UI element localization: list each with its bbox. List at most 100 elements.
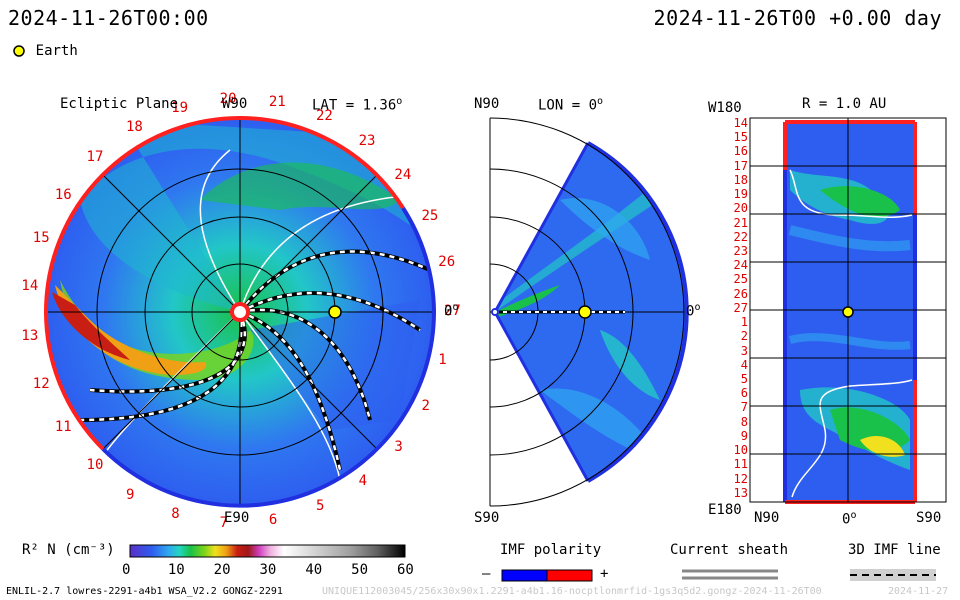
carrington-number: 24 xyxy=(394,166,412,183)
colorbar-label: R² N (cm⁻³) xyxy=(22,542,115,558)
meridional-lon-label: LON = 0o xyxy=(538,96,604,114)
radial-row-label: 5 xyxy=(740,372,748,386)
carrington-number: 1 xyxy=(438,351,447,368)
radial-row-label: 21 xyxy=(733,215,748,230)
imf-plus-label: + xyxy=(600,566,609,582)
ecliptic-plane-plot xyxy=(43,116,437,508)
meridional-right-label: 0o xyxy=(686,302,701,320)
radial-row-label: 19 xyxy=(733,187,748,202)
radial-row-label: 16 xyxy=(733,144,748,159)
radial-row-label: 6 xyxy=(740,386,748,401)
datetime-right: 2024-11-26T00 +0.00 day xyxy=(653,6,942,30)
colorbar-tick: 20 xyxy=(213,562,231,578)
date-stamp: 2024-11-27 xyxy=(888,586,949,597)
model-info: ENLIL-2.7 lowres-2291-a4b1 WSA_V2.2 GONG… xyxy=(6,586,283,597)
radial-row-label: 27 xyxy=(733,300,748,315)
colorbar-tick: 0 xyxy=(122,562,131,578)
ecliptic-positive-polarity-arc xyxy=(43,116,241,451)
radial-map-plot xyxy=(749,117,947,504)
radial-row-label: 25 xyxy=(733,272,748,287)
radial-axis-s90: S90 xyxy=(916,510,942,526)
imf-minus-label: – xyxy=(482,566,491,582)
carrington-number: 26 xyxy=(438,254,456,271)
radial-row-label: 13 xyxy=(733,485,748,500)
carrington-number: 4 xyxy=(358,473,368,490)
carrington-number: 9 xyxy=(126,486,135,503)
radial-row-label: 9 xyxy=(740,428,748,443)
earth-legend: Earth xyxy=(12,40,78,59)
carrington-number: 16 xyxy=(54,186,72,203)
radial-row-label: 1 xyxy=(740,315,748,330)
carrington-number: 3 xyxy=(394,439,403,456)
carrington-number: 18 xyxy=(126,119,143,136)
carrington-number: 23 xyxy=(358,132,376,149)
radial-row-label: 22 xyxy=(733,229,748,244)
colorbar-tick: 50 xyxy=(351,562,369,578)
carrington-number: 8 xyxy=(171,506,180,523)
earth-marker-ecliptic-icon xyxy=(328,305,342,319)
colorbar-tick: 60 xyxy=(397,562,414,578)
radial-axis-zero: 0o xyxy=(842,510,857,528)
radial-row-label: 7 xyxy=(740,400,748,415)
carrington-number: 11 xyxy=(54,419,72,436)
earth-legend-label: Earth xyxy=(35,43,78,59)
carrington-number: 19 xyxy=(171,99,189,116)
carrington-number: 15 xyxy=(32,230,50,247)
radial-row-label: 24 xyxy=(733,258,748,273)
radial-row-label: 26 xyxy=(733,286,748,301)
ecliptic-bottom-label: E90 xyxy=(224,510,250,526)
radial-row-label: 3 xyxy=(740,343,748,358)
radial-bottom-left-label: E180 xyxy=(708,502,742,518)
imf-polarity-label: IMF polarity xyxy=(500,542,602,558)
imf-line-label: 3D IMF line xyxy=(848,542,941,558)
radial-row-label: 14 xyxy=(733,116,748,130)
earth-marker-meridional-icon xyxy=(578,305,592,319)
colorbar-tick: 40 xyxy=(305,562,323,578)
radial-row-label: 20 xyxy=(733,201,748,216)
meridional-bottom-label: S90 xyxy=(474,510,500,526)
carrington-number: 17 xyxy=(86,148,104,165)
radial-row-label: 15 xyxy=(733,130,748,145)
earth-marker-icon xyxy=(13,44,25,57)
ecliptic-lat-label: LAT = 1.36o xyxy=(312,96,403,114)
current-sheath-label: Current sheath xyxy=(670,542,789,558)
ecliptic-top-label: W90 xyxy=(222,96,248,112)
radial-axis-n90: N90 xyxy=(754,510,780,526)
sun-marker-icon xyxy=(230,302,250,322)
imf-positive-swatch xyxy=(546,569,593,582)
ecliptic-title: Ecliptic Plane xyxy=(60,96,179,112)
radial-row-label: 8 xyxy=(740,414,748,429)
run-id: UNIQUE112003045/256x30x90x1.2291-a4b1.16… xyxy=(322,586,822,597)
radial-row-label: 18 xyxy=(733,172,748,187)
radial-row-label: 10 xyxy=(733,443,748,458)
carrington-number: 13 xyxy=(21,327,39,344)
carrington-number: 12 xyxy=(32,375,50,392)
colorbar-tick: 10 xyxy=(167,562,185,578)
carrington-number: 10 xyxy=(86,457,104,474)
carrington-number: 21 xyxy=(268,94,286,111)
radial-row-label: 23 xyxy=(733,244,748,258)
carrington-number: 27 xyxy=(444,303,461,319)
ecliptic-negative-polarity-arc xyxy=(101,206,437,508)
carrington-number: 14 xyxy=(21,278,39,295)
meridional-plane-plot xyxy=(489,117,689,507)
carrington-number: 25 xyxy=(421,207,439,224)
radial-row-label: 4 xyxy=(740,357,748,372)
colorbar-tick: 30 xyxy=(259,562,277,578)
imf-line-swatch xyxy=(850,569,936,581)
colorbar-gradient xyxy=(129,544,406,558)
earth-marker-radial-icon xyxy=(842,306,854,318)
carrington-number: 6 xyxy=(268,511,278,528)
imf-negative-swatch xyxy=(501,569,548,582)
ecliptic-right-label: 0o xyxy=(444,302,459,320)
carrington-number: 5 xyxy=(315,497,325,514)
radial-row-label: 2 xyxy=(740,329,748,344)
current-sheath-swatch xyxy=(682,569,778,580)
datetime-left: 2024-11-26T00:00 xyxy=(8,6,209,30)
radial-row-label: 11 xyxy=(733,457,748,472)
radial-row-label: 12 xyxy=(733,471,748,486)
carrington-number: 22 xyxy=(315,108,333,125)
carrington-number: 20 xyxy=(219,91,237,108)
radial-row-label: 17 xyxy=(733,158,748,173)
